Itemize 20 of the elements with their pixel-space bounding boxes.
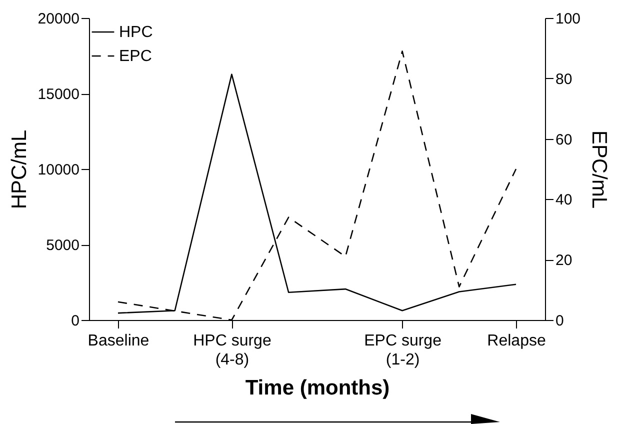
y2-tick-label: 100 xyxy=(556,10,581,28)
y2-tick-label: 80 xyxy=(556,70,572,88)
y2-tick-label: 20 xyxy=(556,252,572,270)
y2-tick-label: 60 xyxy=(556,131,572,148)
y-axis-title: HPC/mL xyxy=(8,130,31,210)
y2-tick-label: 0 xyxy=(556,312,564,330)
x-axis-title: Time (months) xyxy=(245,376,390,400)
x-tick-label: EPC surge (1-2) xyxy=(364,332,442,368)
y-tick-label: 5000 xyxy=(46,237,80,254)
x-tick-label: Relapse xyxy=(487,332,546,350)
y-tick-label: 0 xyxy=(71,312,80,330)
y2-tick-label: 40 xyxy=(556,192,572,209)
x-tick-label: Baseline xyxy=(88,332,150,350)
y-tick-label: 10000 xyxy=(38,162,80,178)
y2-axis-title: EPC/mL xyxy=(588,130,611,209)
y-tick-label: 20000 xyxy=(38,10,80,28)
legend-label: EPC xyxy=(119,48,152,65)
y-tick-label: 15000 xyxy=(38,86,80,103)
x-tick-label: HPC surge (4-8) xyxy=(193,332,272,368)
legend-label: HPC xyxy=(119,24,153,41)
